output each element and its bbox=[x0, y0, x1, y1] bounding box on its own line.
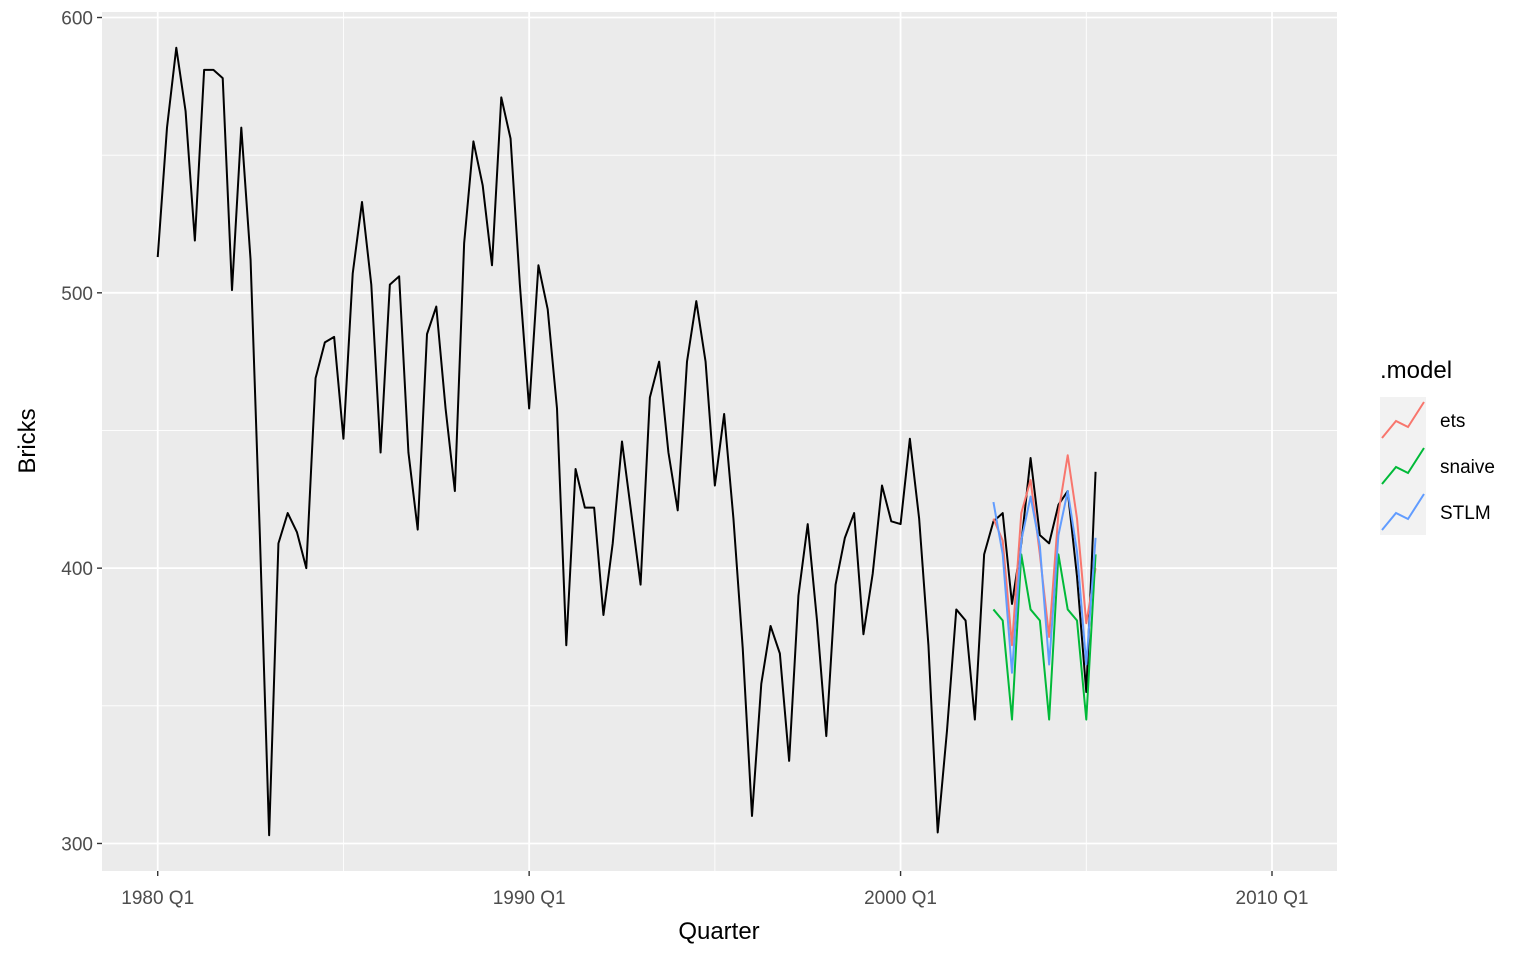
legend-title: .model bbox=[1380, 357, 1452, 384]
legend-item-snaive: snaive bbox=[1380, 443, 1495, 489]
x-tick-label: 1990 Q1 bbox=[493, 888, 566, 909]
legend-label: STLM bbox=[1440, 503, 1491, 524]
y-tick-label: 400 bbox=[61, 559, 93, 580]
plot-panel bbox=[102, 12, 1337, 871]
x-axis-title: Quarter bbox=[678, 918, 759, 945]
legend-item-ets: ets bbox=[1380, 397, 1465, 443]
y-axis-title: Bricks bbox=[14, 408, 41, 473]
legend-key-background bbox=[1380, 489, 1426, 535]
legend-key-line bbox=[1381, 401, 1425, 439]
y-tick-label: 300 bbox=[61, 834, 93, 855]
legend-label: snaive bbox=[1440, 457, 1495, 478]
legend-item-stlm: STLM bbox=[1380, 489, 1491, 535]
y-axis: 300 400 500 600 bbox=[61, 9, 102, 855]
grid-major bbox=[102, 12, 1337, 871]
x-axis: 1980 Q1 1990 Q1 2000 Q1 2010 Q1 bbox=[121, 871, 1308, 909]
grid-minor bbox=[102, 12, 1337, 871]
legend: .model ets snaive STLM bbox=[1380, 357, 1495, 535]
legend-key-background bbox=[1380, 443, 1426, 489]
series-layer bbox=[156, 46, 1097, 837]
x-tick-label: 1980 Q1 bbox=[121, 888, 194, 909]
series-line-snaive bbox=[992, 553, 1097, 721]
legend-key-line bbox=[1381, 493, 1425, 531]
legend-key-background bbox=[1380, 397, 1426, 443]
legend-key-line bbox=[1381, 447, 1425, 485]
y-tick-label: 600 bbox=[61, 9, 93, 30]
x-tick-label: 2010 Q1 bbox=[1236, 888, 1309, 909]
x-tick-label: 2000 Q1 bbox=[864, 888, 937, 909]
series-line-stlm bbox=[992, 490, 1097, 674]
y-tick-label: 500 bbox=[61, 284, 93, 305]
legend-label: ets bbox=[1440, 411, 1465, 432]
series-line-observed bbox=[156, 46, 1097, 837]
